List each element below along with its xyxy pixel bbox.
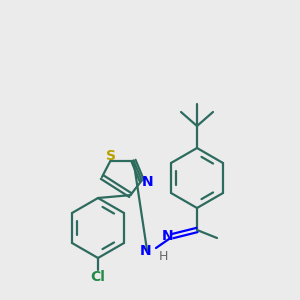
Text: S: S bbox=[106, 148, 116, 163]
Text: Cl: Cl bbox=[91, 270, 105, 284]
Text: N: N bbox=[142, 176, 154, 190]
Text: N: N bbox=[162, 229, 174, 243]
Text: H: H bbox=[158, 250, 168, 263]
Text: N: N bbox=[140, 244, 152, 258]
